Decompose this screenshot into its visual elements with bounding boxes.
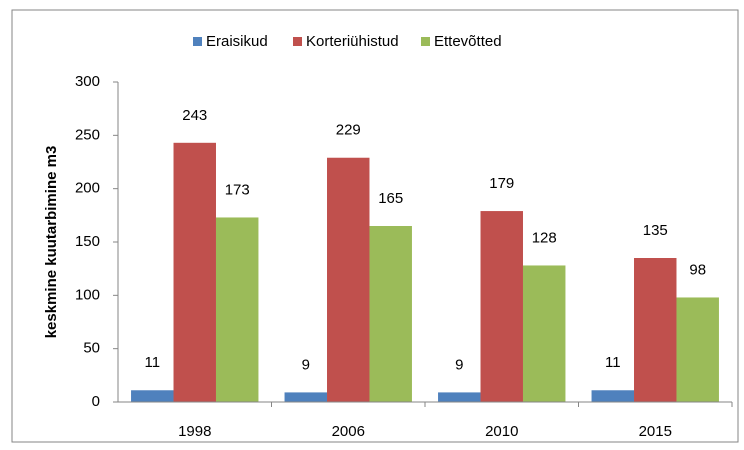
bar <box>284 392 328 402</box>
value-label: 229 <box>336 122 361 139</box>
bar <box>634 258 677 402</box>
bar <box>131 390 174 402</box>
bar <box>480 211 523 402</box>
value-label: 135 <box>643 222 668 239</box>
legend-swatch <box>421 37 430 46</box>
legend-label: Korteriühistud <box>306 33 399 50</box>
value-label: 11 <box>605 354 621 371</box>
legend-swatch <box>193 37 202 46</box>
x-tick-label: 2015 <box>639 423 672 440</box>
y-tick-label: 200 <box>75 180 100 197</box>
value-label: 173 <box>225 181 250 198</box>
value-label: 98 <box>689 261 706 278</box>
y-axis-label: keskmine kuutarbimine m3 <box>43 146 60 339</box>
bar <box>522 265 566 402</box>
value-label: 128 <box>532 229 557 246</box>
bar <box>438 392 481 402</box>
legend-label: Ettevõtted <box>434 33 502 50</box>
y-tick-label: 50 <box>83 340 100 357</box>
bar <box>327 157 370 402</box>
value-label: 165 <box>378 190 403 207</box>
y-tick-label: 100 <box>75 286 100 303</box>
legend-label: Eraisikud <box>206 33 268 50</box>
y-tick-label: 150 <box>75 233 100 250</box>
bar <box>591 390 635 402</box>
value-label: 11 <box>144 354 160 371</box>
y-tick-label: 300 <box>75 73 100 90</box>
bar <box>369 226 412 402</box>
value-label: 9 <box>455 356 463 373</box>
x-tick-label: 2010 <box>485 423 518 440</box>
bar <box>215 217 259 402</box>
value-label: 179 <box>489 175 514 192</box>
value-label: 243 <box>182 107 207 124</box>
bar <box>173 142 216 403</box>
y-tick-label: 250 <box>75 126 100 143</box>
x-tick-label: 2006 <box>332 423 365 440</box>
x-tick-label: 1998 <box>178 423 211 440</box>
y-tick-label: 0 <box>92 393 100 410</box>
value-label: 9 <box>302 356 310 373</box>
legend-swatch <box>293 37 302 46</box>
bar <box>676 297 719 402</box>
